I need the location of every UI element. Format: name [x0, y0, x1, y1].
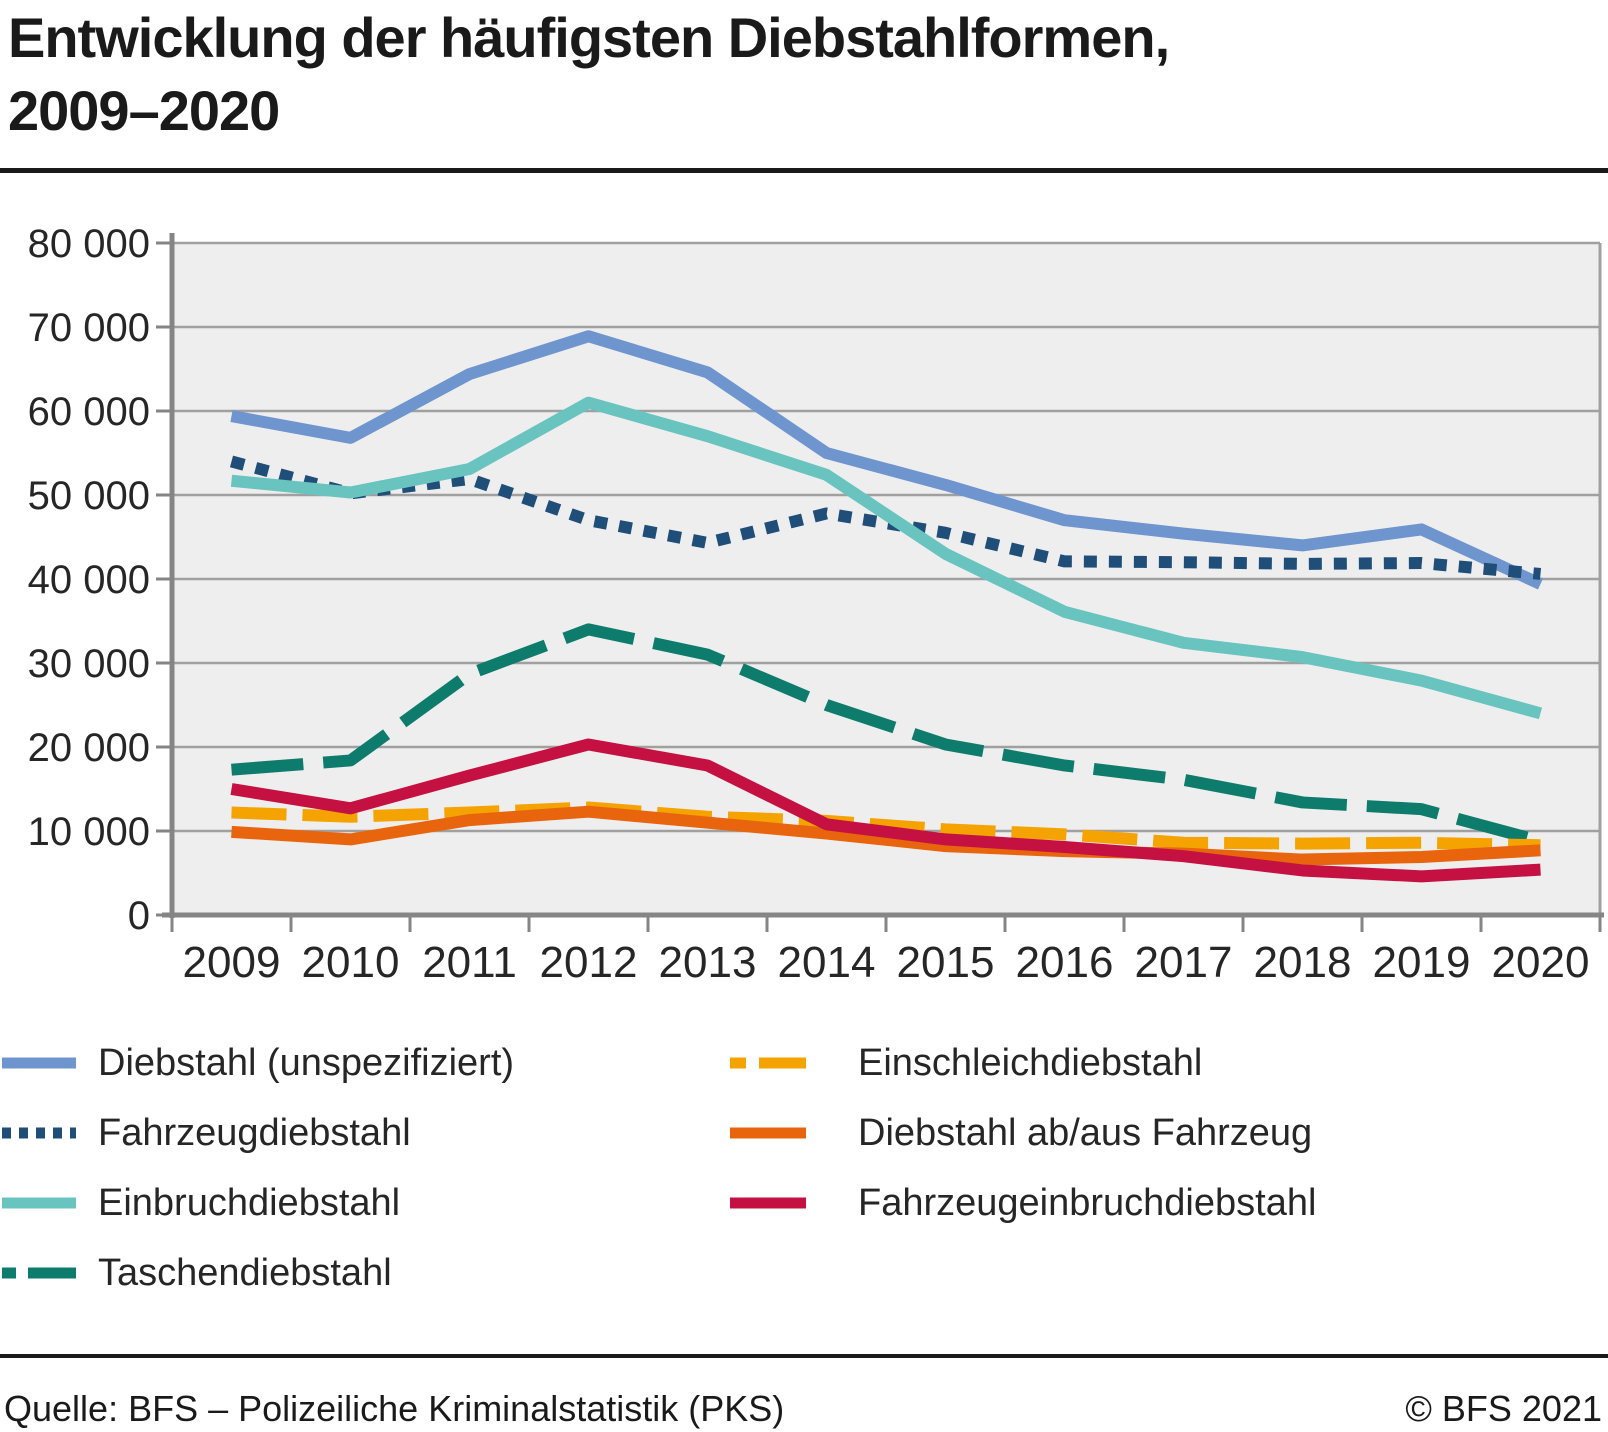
- x-axis-label: 2010: [302, 938, 400, 987]
- legend-label: Fahrzeugdiebstahl: [98, 1111, 411, 1154]
- y-axis-label: 0: [128, 894, 150, 938]
- legend-swatch: [730, 1057, 806, 1069]
- x-axis-label: 2019: [1373, 938, 1471, 987]
- legend-label: Einschleichdiebstahl: [858, 1041, 1203, 1084]
- x-axis-label: 2020: [1492, 938, 1590, 987]
- series-line-6: [231, 805, 1541, 866]
- x-axis-label: 2014: [778, 938, 876, 987]
- y-axis-label: 10 000: [28, 810, 150, 854]
- series-line-3: [230, 396, 1543, 720]
- x-axis-label: 2009: [183, 938, 281, 987]
- legend-swatch: [2, 1197, 76, 1209]
- legend-swatch: [2, 1267, 76, 1279]
- legend-swatch: [2, 1127, 76, 1139]
- page-title-line1: Entwicklung der häufigsten Diebstahlform…: [8, 6, 1170, 69]
- x-axis-label: 2013: [659, 938, 757, 987]
- legend-swatch: [2, 1057, 76, 1069]
- line-chart: 0 10 000 20 000 30 000 40 000 50 000 60 000 70 …: [28, 222, 1604, 987]
- y-axis-label: 80 000: [28, 222, 150, 266]
- legend-item: Fahrzeugeinbruchdiebstahl: [728, 1168, 1316, 1238]
- legend-label: Diebstahl (unspezifiziert): [98, 1041, 515, 1084]
- series-line-4: [231, 623, 1543, 847]
- x-axis-label: 2012: [540, 938, 638, 987]
- footer-copyright: © BFS 2021: [1405, 1388, 1602, 1429]
- x-axis-label: 2016: [1016, 938, 1114, 987]
- footer-source: Quelle: BFS – Polizeiliche Kriminalstati…: [4, 1388, 785, 1429]
- footer-divider: [0, 1354, 1608, 1358]
- page-title: Entwicklung der häufigsten Diebstahlform…: [8, 2, 1568, 148]
- x-axis-label: 2018: [1254, 938, 1352, 987]
- legend-item: Einschleichdiebstahl: [728, 1028, 1202, 1098]
- legend-swatch: [730, 1197, 806, 1209]
- legend-item: Einbruchdiebstahl: [0, 1168, 400, 1238]
- legend-item: Diebstahl (unspezifiziert): [0, 1028, 514, 1098]
- legend-item: Taschendiebstahl: [0, 1238, 392, 1308]
- x-axis-label: 2011: [422, 938, 517, 987]
- legend-label: Diebstahl ab/aus Fahrzeug: [858, 1111, 1313, 1154]
- legend-item: Fahrzeugdiebstahl: [0, 1098, 411, 1168]
- y-axis-label: 20 000: [28, 726, 150, 770]
- legend-label: Fahrzeugeinbruchdiebstahl: [858, 1181, 1317, 1224]
- series-line-5: [231, 801, 1541, 852]
- y-axis-label: 50 000: [28, 474, 150, 518]
- legend-label: Taschendiebstahl: [98, 1251, 392, 1294]
- series-line-7: [230, 738, 1541, 883]
- y-axis-label: 40 000: [28, 558, 150, 602]
- x-axis-label: 2017: [1135, 938, 1233, 987]
- y-axis-label: 70 000: [28, 306, 150, 350]
- legend-label: Einbruchdiebstahl: [98, 1181, 401, 1224]
- x-axis-label: 2015: [897, 938, 995, 987]
- y-axis-label: 60 000: [28, 390, 150, 434]
- y-axis-label: 30 000: [28, 642, 150, 686]
- page-title-line2: 2009–2020: [8, 78, 280, 142]
- series-line-1: [230, 330, 1544, 590]
- legend-item: Diebstahl ab/aus Fahrzeug: [728, 1098, 1312, 1168]
- title-divider: [0, 168, 1608, 173]
- legend-swatch: [730, 1127, 806, 1139]
